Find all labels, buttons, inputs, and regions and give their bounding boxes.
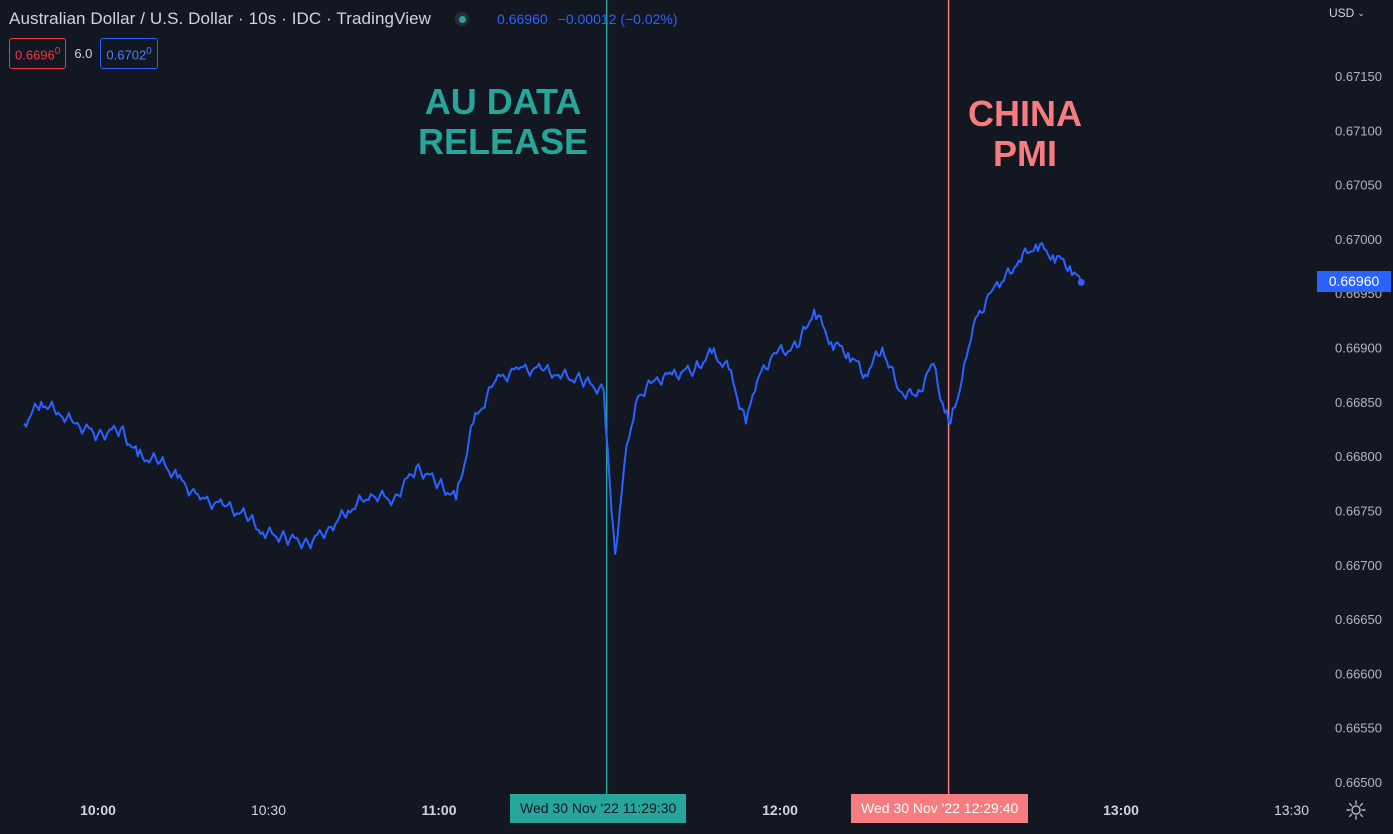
y-tick-label-10: 0.66650: [1335, 612, 1382, 627]
y-tick-label-9: 0.66700: [1335, 558, 1382, 573]
au-label-line1: AU DATA: [424, 81, 582, 122]
settings-gear-icon[interactable]: [1345, 799, 1367, 821]
x-tick-label-2: 11:00: [421, 802, 456, 818]
header-price-change: −0.00012 (−0.02%): [557, 11, 678, 27]
buy-price-pipette: 0: [146, 46, 152, 57]
china-pmi-label: CHINA PMI: [966, 94, 1084, 174]
china-label-line2: PMI: [992, 133, 1057, 174]
sell-price: 0.6696: [15, 47, 55, 63]
y-tick-label-6: 0.66850: [1335, 395, 1382, 410]
x-tick-label-1: 10:30: [251, 802, 286, 818]
y-tick-label-7: 0.66800: [1335, 449, 1382, 464]
market-status-icon[interactable]: [455, 12, 470, 26]
spread-value: 6.0: [74, 46, 93, 62]
sell-price-pipette: 0: [54, 46, 61, 57]
y-tick-label-11: 0.66600: [1335, 666, 1382, 681]
x-tick-label-3: 12:00: [762, 802, 798, 818]
x-tick-label-4: 13:00: [1103, 802, 1139, 818]
y-tick-label-13: 0.66500: [1335, 775, 1382, 790]
currency-selector[interactable]: USD ⌄: [1329, 6, 1365, 20]
y-tick-label-3: 0.67000: [1335, 232, 1382, 247]
y-tick-label-12: 0.66550: [1335, 721, 1382, 736]
y-tick-label-1: 0.67100: [1335, 123, 1382, 138]
series-line-0: [23, 242, 1083, 555]
buy-price: 0.6702: [106, 47, 147, 63]
y-tick-label-5: 0.66900: [1335, 341, 1382, 356]
last-point-dot: [1077, 278, 1085, 286]
au-event-time-tag: Wed 30 Nov '22 11:29:30: [510, 794, 687, 823]
y-tick-label-0: 0.67150: [1335, 69, 1382, 84]
x-axis[interactable]: 10:00 10:30 11:00 12:00 13:00 13:30: [80, 802, 1309, 818]
symbol-title[interactable]: Australian Dollar / U.S. Dollar · 10s · …: [9, 9, 432, 28]
au-data-release-label: AU DATA RELEASE: [418, 82, 588, 162]
quote-row: 0.66960 6.0 0.67020: [9, 38, 158, 70]
chart-header: Australian Dollar / U.S. Dollar · 10s · …: [9, 8, 678, 30]
x-tick-label-5: 13:30: [1274, 802, 1309, 818]
currency-label: USD: [1329, 6, 1355, 20]
last-price-tag: 0.66960: [1317, 271, 1391, 292]
au-label-line2: RELEASE: [418, 121, 589, 162]
price-series: [23, 242, 1085, 555]
x-tick-label-0: 10:00: [80, 802, 116, 818]
china-label-line1: CHINA: [968, 93, 1082, 134]
chevron-down-icon: ⌄: [1357, 7, 1365, 18]
sell-button[interactable]: 0.66960: [9, 38, 67, 70]
china-event-time-tag: Wed 30 Nov '22 12:29:40: [851, 794, 1029, 823]
y-axis[interactable]: 0.671500.671000.670500.670000.669500.669…: [1335, 69, 1382, 790]
header-last-price: 0.66960: [497, 11, 548, 27]
y-tick-label-2: 0.67050: [1335, 178, 1382, 193]
y-tick-label-8: 0.66750: [1335, 503, 1382, 518]
buy-button[interactable]: 0.67020: [100, 38, 158, 70]
